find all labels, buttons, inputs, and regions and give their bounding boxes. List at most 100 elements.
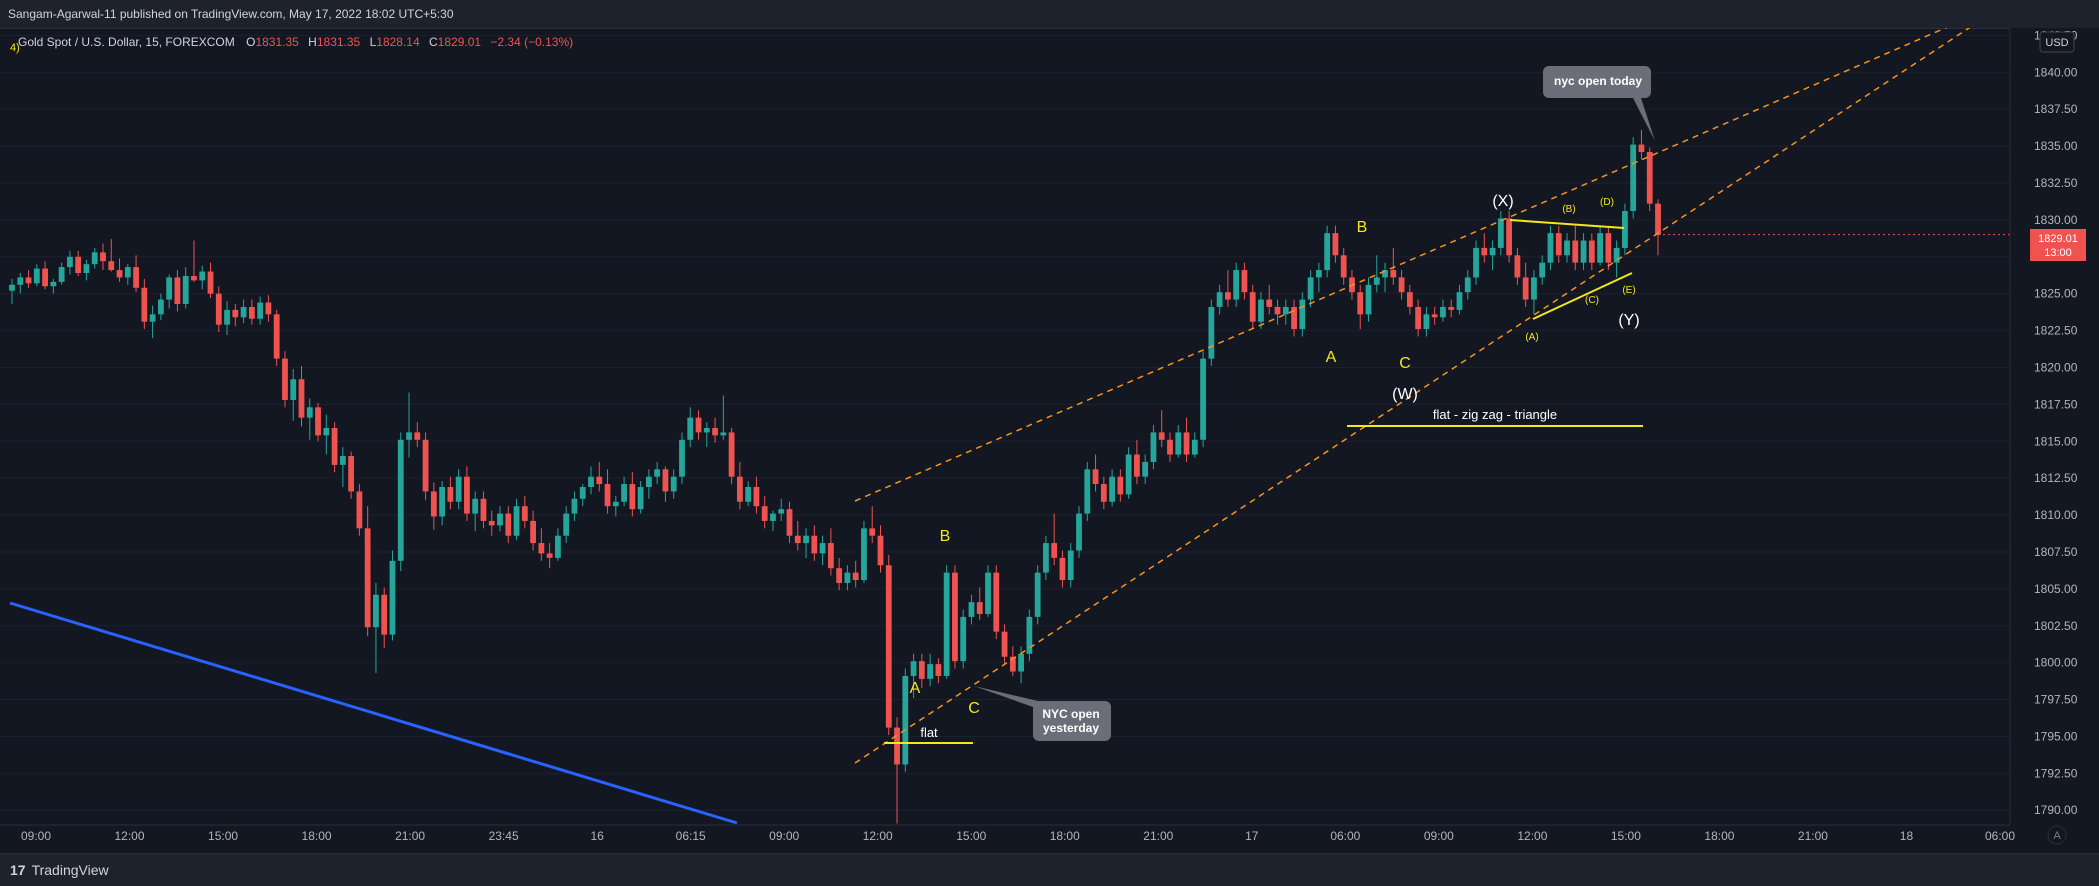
currency-button[interactable]: USD	[2039, 31, 2075, 53]
candle	[1100, 476, 1107, 510]
nyc-yesterday-label-1: NYC open	[1042, 707, 1099, 721]
candle	[265, 295, 272, 322]
candle-body	[1233, 270, 1240, 300]
x-tick-label: 18:00	[302, 829, 332, 843]
candle	[182, 267, 189, 309]
candle	[298, 365, 305, 427]
candle-body	[1150, 432, 1157, 462]
candle	[1464, 270, 1471, 300]
candle	[1266, 284, 1273, 315]
y-tick-label: 1835.00	[2034, 139, 2078, 153]
candle	[918, 653, 925, 688]
candle	[389, 550, 396, 641]
candle-body	[364, 528, 371, 628]
candle-body	[199, 271, 206, 281]
auto-scale-button[interactable]: A	[2047, 825, 2067, 845]
candle-body	[157, 299, 164, 315]
candle-body	[1506, 218, 1513, 256]
candle	[33, 264, 40, 287]
nyc-yesterday-label-2: yesterday	[1043, 721, 1099, 735]
y-tick-label: 1790.00	[2034, 803, 2078, 817]
triangle-upper[interactable]	[1509, 219, 1625, 229]
candle	[976, 587, 983, 620]
candle	[348, 451, 355, 499]
high-value: 1831.35	[317, 35, 361, 49]
channel-upper[interactable]	[854, 28, 1950, 502]
triangle-lower[interactable]	[1532, 272, 1633, 320]
y-tick-label: 1802.50	[2034, 619, 2078, 633]
candle	[1150, 425, 1157, 470]
candle	[1142, 454, 1149, 485]
blue-trendline[interactable]	[9, 601, 738, 825]
candle	[852, 560, 859, 588]
candle-body	[1638, 144, 1645, 152]
candle-body	[1125, 454, 1132, 495]
candle-body	[91, 252, 98, 265]
wave-label-c1: C	[968, 700, 980, 717]
candle-body	[1142, 461, 1149, 477]
candle-body	[75, 256, 82, 274]
x-tick-label: 21:00	[395, 829, 425, 843]
candle-body	[1117, 476, 1124, 495]
price-chart[interactable]: nyc open today NYC open yesterday flat f…	[0, 28, 2099, 853]
candle-body	[803, 535, 809, 544]
candle	[108, 239, 115, 272]
candle	[1605, 225, 1612, 271]
candle-body	[1365, 284, 1372, 315]
candle-body	[952, 572, 958, 662]
candle	[1522, 262, 1529, 307]
candle	[1026, 609, 1033, 662]
candle	[75, 250, 82, 276]
candle-body	[1514, 255, 1521, 278]
candle	[1167, 432, 1173, 462]
candle-body	[736, 476, 743, 502]
candle-body	[1191, 439, 1198, 455]
candle	[902, 668, 909, 772]
price-axis[interactable]: 1790.00 1792.50 1795.00 1797.50 1800.00 1802.…	[2009, 28, 2099, 853]
candle	[621, 476, 627, 507]
y-tick-label: 1795.00	[2034, 729, 2078, 743]
candle-body	[1224, 292, 1231, 300]
candle-body	[935, 664, 942, 676]
candle-body	[1390, 270, 1397, 278]
candle	[1382, 262, 1388, 293]
candle	[1514, 247, 1521, 285]
candle	[753, 476, 760, 514]
y-tick-label: 1840.00	[2034, 65, 2078, 79]
candle-body	[141, 287, 148, 322]
tradingview-brand[interactable]: 17 TradingView	[10, 862, 109, 878]
candle-body	[687, 417, 694, 440]
time-axis[interactable]: 09:00 12:00 15:00 18:00 21:00 23:45 16 06:15 09:…	[0, 824, 2067, 845]
candle-body	[1398, 277, 1405, 293]
wave-label-x: (X)	[1492, 193, 1513, 210]
y-tick-label: 1807.50	[2034, 545, 2078, 559]
candle	[1134, 439, 1140, 485]
candle	[629, 472, 636, 517]
candle	[538, 528, 545, 561]
candle-body	[1497, 218, 1504, 248]
candle-body	[67, 256, 73, 268]
channel-lower[interactable]	[854, 28, 1975, 764]
candle	[1456, 284, 1463, 315]
candle-body	[1489, 247, 1496, 256]
candle	[1092, 454, 1099, 492]
candle	[761, 495, 768, 529]
candle	[439, 481, 446, 526]
candle	[1365, 277, 1372, 322]
candle-body	[894, 727, 900, 765]
candle	[530, 510, 536, 551]
candle	[1009, 646, 1016, 676]
candle	[1158, 410, 1165, 448]
candle	[894, 717, 900, 824]
candle	[447, 476, 454, 510]
candle-body	[819, 543, 826, 554]
candle	[1489, 240, 1496, 271]
y-tick-label: 1817.50	[2034, 397, 2078, 411]
candle	[662, 466, 669, 502]
x-tick-label: 18	[1900, 829, 1914, 843]
candle-body	[546, 553, 553, 558]
candle	[728, 427, 735, 485]
candle-body	[604, 484, 611, 507]
candle	[563, 506, 570, 544]
candle	[1531, 270, 1537, 315]
